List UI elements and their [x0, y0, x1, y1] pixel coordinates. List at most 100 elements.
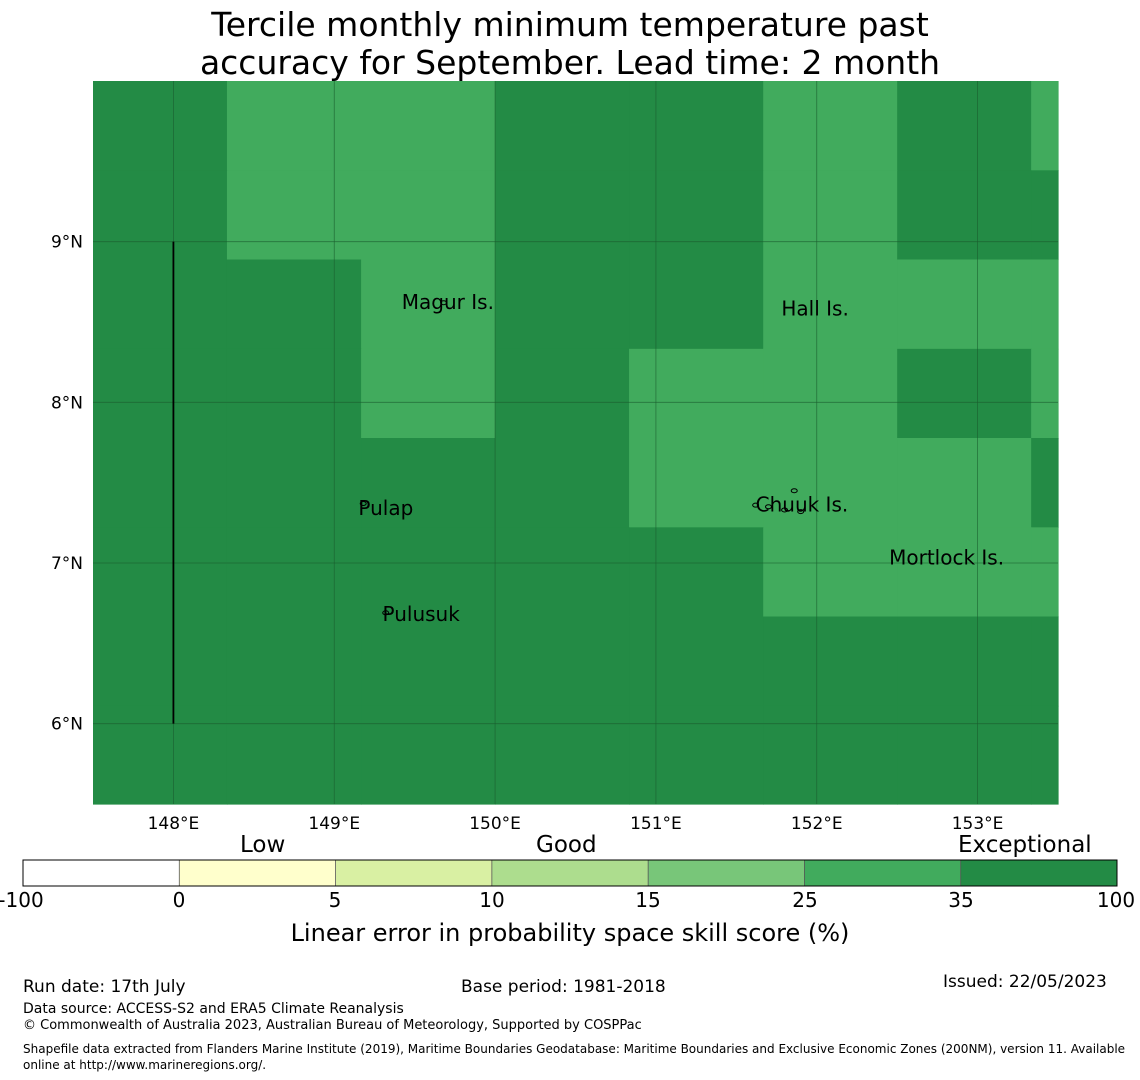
- colorbar-tick: 35: [948, 888, 974, 912]
- lon-tick-label: 151°E: [630, 814, 682, 834]
- island-outline: [781, 507, 789, 513]
- title-line-1: Tercile monthly minimum temperature past: [211, 5, 929, 44]
- skill-cell: [763, 527, 898, 618]
- place-label: Magur Is.: [402, 290, 494, 314]
- colorbar-segment: [648, 860, 805, 886]
- colorbar-tick: 0: [172, 888, 186, 912]
- skill-cell: [629, 527, 764, 618]
- island-outline: [359, 501, 367, 507]
- skill-cell: [763, 705, 898, 805]
- place-label: Mortlock Is.: [889, 546, 1004, 570]
- skill-cell: [1031, 259, 1059, 350]
- colorbar-segment: [179, 860, 336, 886]
- colorbar-segment: [335, 860, 492, 886]
- skill-cell: [226, 170, 362, 261]
- skill-cell: [629, 705, 764, 805]
- copyright: © Commonwealth of Australia 2023, Austra…: [23, 1018, 642, 1033]
- skill-cell: [495, 348, 630, 439]
- lat-tick-label: 9°N: [51, 233, 83, 253]
- colorbar-tick: 25: [792, 888, 818, 912]
- shapefile-credit-line-1: Shapefile data extracted from Flanders M…: [23, 1042, 1126, 1056]
- colorbar-tick: 100: [1096, 888, 1136, 912]
- skill-cell: [897, 616, 1032, 707]
- skill-cell: [629, 259, 764, 350]
- colorbar-segment: [960, 860, 1117, 886]
- skill-cell: [361, 259, 496, 350]
- lon-tick-label: 150°E: [469, 814, 521, 834]
- base-period: Base period: 1981-2018: [461, 977, 666, 997]
- skill-cell: [897, 705, 1032, 805]
- skill-cell: [763, 438, 898, 528]
- colorbar-heading-exceptional: Exceptional: [958, 832, 1092, 858]
- colorbar-segment: [23, 860, 180, 886]
- lat-tick-label: 6°N: [51, 715, 83, 735]
- skill-cell: [495, 438, 630, 528]
- skill-cell: [361, 705, 496, 805]
- skill-cell: [897, 81, 1032, 171]
- island-outline: [382, 610, 390, 616]
- skill-cell: [226, 438, 362, 528]
- shapefile-credit: Shapefile data extracted from Flanders M…: [23, 1041, 1138, 1073]
- lon-tick-label: 152°E: [791, 814, 843, 834]
- lon-tick-label: 148°E: [148, 814, 200, 834]
- skill-cell: [93, 705, 228, 805]
- skill-cell: [361, 438, 496, 528]
- skill-cell: [897, 259, 1032, 350]
- skill-cell: [1031, 348, 1059, 439]
- skill-cell: [629, 170, 764, 261]
- skill-cell: [226, 527, 362, 618]
- colorbar-tick: 10: [479, 888, 505, 912]
- place-label: Hall Is.: [781, 297, 848, 321]
- colorbar-title: Linear error in probability space skill …: [290, 919, 850, 947]
- map-title: Tercile monthly minimum temperature past…: [0, 6, 1140, 82]
- skill-cell: [361, 348, 496, 439]
- skill-cell: [495, 170, 630, 261]
- skill-cell: [361, 616, 496, 707]
- skill-cell: [897, 348, 1032, 439]
- place-label: Pulusuk: [383, 602, 461, 626]
- skill-cell: [361, 81, 496, 171]
- skill-cell: [897, 170, 1032, 261]
- skill-cell: [629, 81, 764, 171]
- lat-tick-label: 7°N: [51, 554, 83, 574]
- lon-tick-label: 153°E: [952, 814, 1004, 834]
- island-outline: [797, 509, 805, 515]
- island-outline: [765, 504, 772, 510]
- skill-cell: [93, 438, 228, 528]
- data-source: Data source: ACCESS-S2 and ERA5 Climate …: [23, 1001, 404, 1017]
- skill-cell: [495, 616, 630, 707]
- place-label: Chuuk Is.: [756, 493, 849, 517]
- colorbar-tick: 15: [635, 888, 661, 912]
- skill-cell: [629, 616, 764, 707]
- lat-tick-label: 8°N: [51, 393, 83, 413]
- skill-cell: [93, 348, 228, 439]
- skill-cell: [629, 348, 764, 439]
- run-date: Run date: 17th July: [23, 977, 186, 997]
- skill-cell: [93, 259, 228, 350]
- skill-cell: [361, 527, 496, 618]
- skill-cell: [226, 616, 362, 707]
- colorbar-segment: [804, 860, 961, 886]
- colorbar-frame: [22, 859, 1118, 887]
- shapefile-credit-line-2: online at http://www.marineregions.org/.: [23, 1058, 267, 1072]
- island-outline: [752, 502, 760, 508]
- skill-cell: [226, 348, 362, 439]
- colorbar-segment: [491, 860, 649, 886]
- skill-cell: [226, 81, 362, 171]
- colorbar-heading-low: Low: [240, 832, 286, 858]
- skill-cell: [897, 527, 1032, 618]
- colorbar-tick: -100: [0, 888, 44, 912]
- island-outline: [790, 488, 798, 494]
- lon-tick-label: 149°E: [308, 814, 360, 834]
- place-label: Pulap: [358, 496, 413, 520]
- skill-cell: [93, 81, 228, 171]
- skill-cell: [1031, 81, 1059, 171]
- skill-cell: [1031, 705, 1059, 805]
- skill-cell: [495, 81, 630, 171]
- skill-cell: [1031, 438, 1059, 528]
- skill-cell: [763, 81, 898, 171]
- title-line-2: accuracy for September. Lead time: 2 mon…: [199, 43, 941, 82]
- skill-cell: [629, 438, 764, 528]
- colorbar-heading-good: Good: [536, 832, 597, 858]
